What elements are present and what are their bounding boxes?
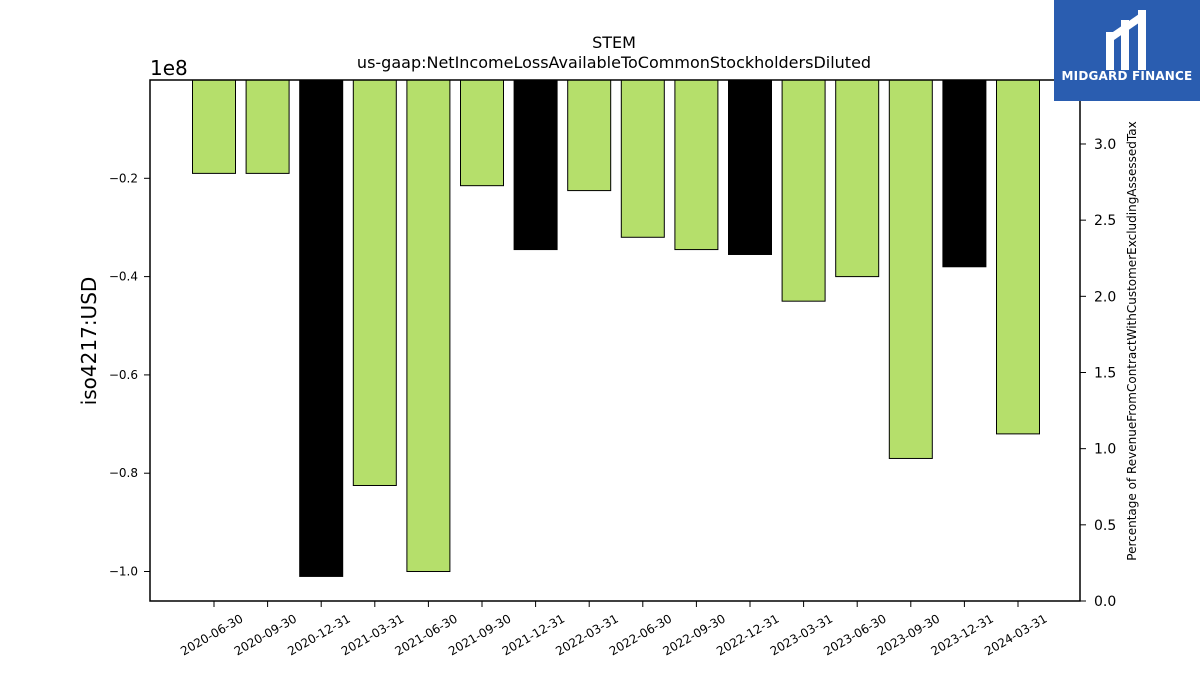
bar-2024-03-31 xyxy=(996,79,1040,435)
bars-group xyxy=(192,79,1040,577)
y-offset-label: 1e8 xyxy=(150,56,188,80)
bar-2023-06-30 xyxy=(835,79,880,278)
bar-2022-12-31 xyxy=(728,79,772,255)
bar-2023-09-30 xyxy=(888,79,933,459)
midgard-logo-icon xyxy=(1106,10,1146,70)
bar-2022-09-30 xyxy=(674,79,719,251)
y2-tick-label: 2.5 xyxy=(1094,213,1116,229)
y-tick-label: −0.2 xyxy=(109,171,138,185)
y2-tick-label: 0.0 xyxy=(1094,594,1116,610)
y-tick-label: −0.4 xyxy=(109,270,138,284)
y2-tick-label: 1.0 xyxy=(1094,442,1116,458)
bar-2020-09-30 xyxy=(245,79,290,174)
bar-2022-06-30 xyxy=(620,79,665,238)
y2-tick-label: 1.5 xyxy=(1094,365,1116,381)
y2-tick-label: 0.5 xyxy=(1094,518,1116,534)
y2-tick-label: 2.0 xyxy=(1094,289,1116,305)
y2-tick-label: 3.0 xyxy=(1094,137,1116,153)
chart-subtitle: us-gaap:NetIncomeLossAvailableToCommonSt… xyxy=(357,53,871,72)
plot-frame xyxy=(149,79,1081,602)
bar-2023-03-31 xyxy=(781,79,826,302)
y-tick-label: −1.0 xyxy=(109,565,138,579)
chart-title: STEM xyxy=(592,33,636,52)
bar-2021-12-31 xyxy=(513,79,558,251)
bar-2020-12-31 xyxy=(299,79,344,577)
logo-text: MIDGARD FINANCE xyxy=(1061,69,1193,83)
y-tick-label: −0.6 xyxy=(109,368,138,382)
y-tick-label: −0.8 xyxy=(109,466,138,480)
bar-2021-09-30 xyxy=(460,79,504,187)
y-axis-label: iso4217:USD xyxy=(77,277,101,406)
bar-2021-03-31 xyxy=(352,79,397,486)
bar-2023-12-31 xyxy=(942,79,987,268)
bar-2020-06-30 xyxy=(192,79,236,174)
bar-2022-03-31 xyxy=(567,79,612,192)
midgard-finance-logo: MIDGARD FINANCE xyxy=(1054,0,1200,101)
y2-axis-label: Percentage of RevenueFromContractWithCus… xyxy=(1125,121,1139,560)
bar-2021-06-30 xyxy=(406,79,451,573)
